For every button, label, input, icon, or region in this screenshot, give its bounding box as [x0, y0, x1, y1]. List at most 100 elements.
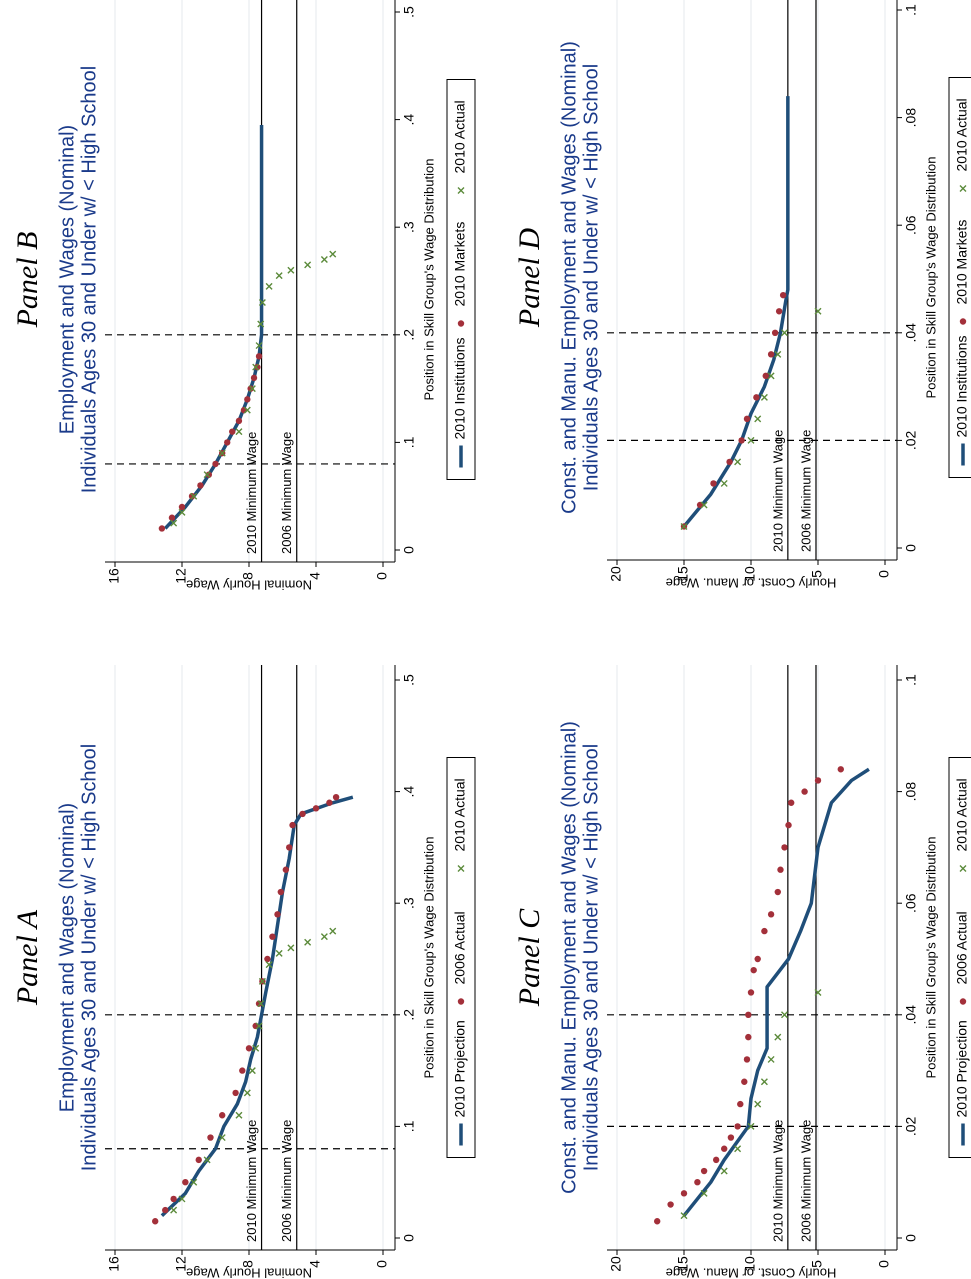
- legend-label: 2010 Projection: [954, 1020, 970, 1117]
- point: [814, 988, 822, 996]
- point: [257, 320, 265, 328]
- point: [332, 793, 340, 801]
- legend-label: 2010 Markets: [452, 222, 468, 307]
- y-tick-label: 16: [106, 1256, 122, 1272]
- point: [218, 449, 226, 457]
- point: [747, 1122, 755, 1130]
- point: [781, 329, 788, 337]
- x-tick-label: .04: [903, 323, 919, 343]
- point: [814, 777, 822, 784]
- point: [203, 471, 211, 479]
- y-axis-title: Hourly Const. or Manu. Wage: [666, 576, 837, 591]
- point: [224, 439, 231, 446]
- point: [801, 788, 808, 795]
- x-tick-label: .06: [903, 893, 919, 913]
- point: [734, 1123, 741, 1130]
- point: [287, 266, 295, 274]
- x-tick-label: .08: [903, 108, 919, 128]
- point: [250, 374, 258, 382]
- point: [753, 394, 760, 401]
- y-axis-title: Nominal Hourly Wage: [186, 578, 312, 593]
- point: [760, 393, 768, 401]
- y-tick-label: 12: [173, 568, 189, 584]
- y-tick-label: 12: [173, 1256, 189, 1272]
- point: [239, 1067, 246, 1074]
- panel: Panel D Const. and Manu. Employment and W…: [513, 0, 971, 591]
- x-tick-label: .2: [401, 329, 417, 341]
- reference-label: 2006 Minimum Wage: [798, 1120, 813, 1242]
- panel: Panel A Employment and Wages (Nominal) Ind…: [11, 665, 476, 1279]
- point: [777, 866, 784, 873]
- point: [197, 482, 204, 489]
- point: [745, 1033, 752, 1041]
- point: [229, 428, 236, 435]
- point: [774, 350, 782, 358]
- point: [247, 385, 254, 392]
- y-tick-label: 15: [675, 1256, 691, 1272]
- point: [767, 372, 775, 380]
- point: [329, 927, 337, 935]
- x-tick-label: .4: [401, 114, 417, 126]
- legend-box: [948, 77, 971, 478]
- panel-title: Panel D: [513, 228, 546, 328]
- point: [329, 250, 337, 258]
- point: [257, 1000, 265, 1008]
- subtitle: Individuals Ages 30 and Under w/ < High …: [78, 66, 100, 494]
- legend-box: [446, 757, 476, 1158]
- point: [814, 307, 822, 315]
- legend-label: 2010 Institutions: [452, 338, 468, 440]
- point: [788, 799, 795, 806]
- y-axis-title: Nominal Hourly Wage: [186, 1266, 312, 1279]
- point: [269, 933, 276, 940]
- point: [747, 436, 755, 444]
- point: [680, 1190, 688, 1197]
- x-axis-title: Position in Skill Group's Wage Distribut…: [421, 159, 436, 401]
- legend-box: [446, 79, 476, 480]
- y-tick-label: 4: [307, 1260, 323, 1268]
- point: [304, 261, 312, 269]
- point: [252, 363, 260, 371]
- y-tick-label: 10: [742, 1256, 758, 1272]
- point: [320, 933, 328, 941]
- point: [779, 291, 787, 299]
- point: [255, 1000, 263, 1007]
- legend-label: 2010 Actual: [954, 778, 970, 851]
- point: [774, 1033, 782, 1041]
- x-tick-label: .2: [401, 1009, 417, 1021]
- panel-title: Panel B: [11, 232, 44, 329]
- legend-label: 2010 Actual: [954, 98, 970, 171]
- point: [667, 1201, 674, 1208]
- point: [168, 514, 176, 521]
- y-tick-label: 4: [307, 572, 323, 580]
- subtitle: Employment and Wages (Nominal): [56, 125, 78, 434]
- point: [207, 1134, 214, 1141]
- point: [212, 460, 219, 468]
- point: [188, 492, 196, 500]
- point: [178, 503, 186, 511]
- point: [240, 406, 248, 414]
- point: [274, 911, 281, 918]
- point: [837, 766, 844, 773]
- point: [747, 989, 755, 996]
- point: [767, 1055, 775, 1063]
- point: [219, 1112, 226, 1119]
- panel: Panel C Const. and Manu. Employment and W…: [513, 665, 971, 1279]
- point: [152, 1218, 159, 1225]
- point: [195, 1156, 202, 1164]
- point: [254, 363, 261, 371]
- legend-label: 2006 Actual: [954, 911, 970, 984]
- point: [190, 492, 198, 500]
- y-tick-label: 15: [675, 566, 691, 582]
- x-tick-label: .06: [903, 215, 919, 235]
- y-tick-label: 5: [809, 570, 825, 578]
- point: [785, 821, 792, 829]
- point: [255, 1022, 263, 1030]
- point: [754, 955, 761, 963]
- point: [320, 255, 328, 263]
- point: [767, 911, 775, 918]
- point: [710, 480, 717, 487]
- point: [750, 966, 757, 974]
- x-tick-label: .08: [903, 782, 919, 802]
- y-tick-label: 8: [240, 572, 256, 580]
